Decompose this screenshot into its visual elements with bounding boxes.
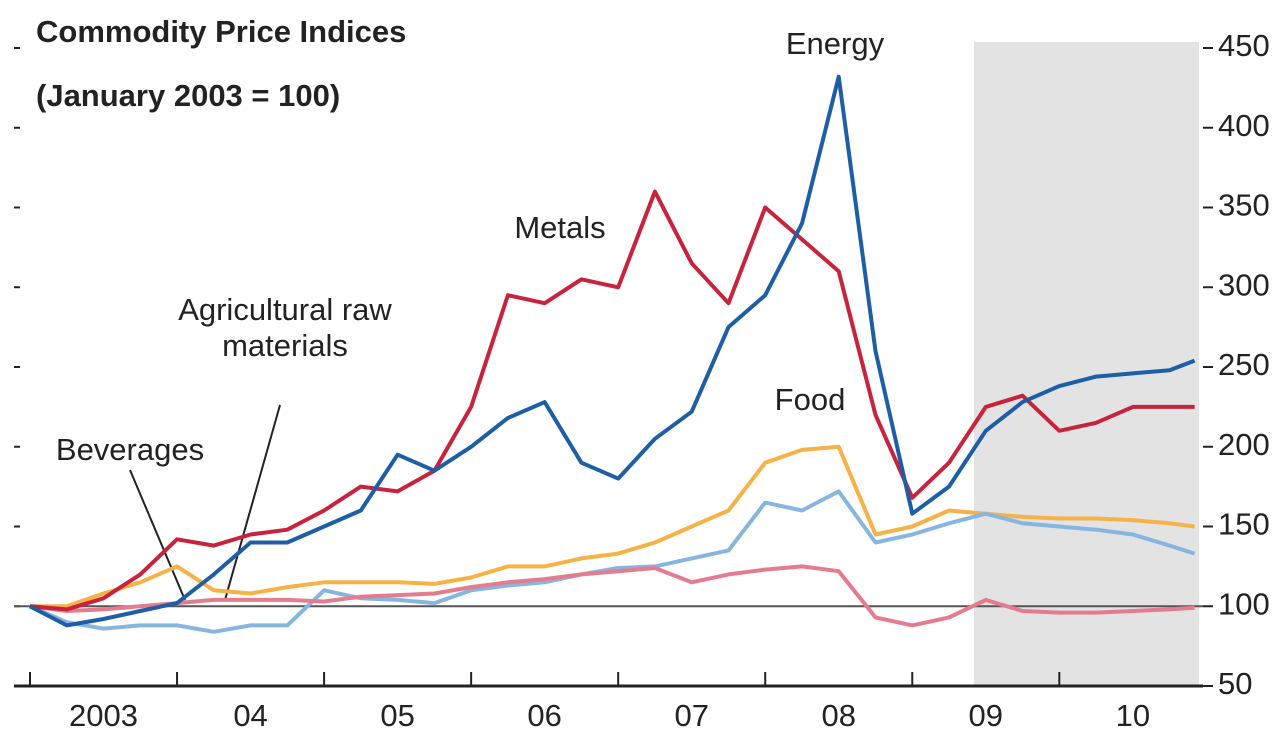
y-tick-label: 250 [1218, 347, 1270, 382]
series-label: Beverages [55, 432, 205, 467]
x-tick-label: 09 [969, 698, 1003, 733]
x-tick-label: 10 [1116, 698, 1150, 733]
series-label: Agricultural raw materials [178, 292, 392, 363]
x-tick-label: 2003 [69, 698, 138, 733]
leader-line [224, 404, 281, 601]
x-tick-label: 07 [674, 698, 708, 733]
chart-title: Commodity Price Indices [36, 14, 406, 49]
series-line [29, 489, 1196, 634]
series-line [30, 444, 1195, 609]
x-tick-label: 06 [527, 698, 561, 733]
background-layer [974, 42, 1199, 686]
series-label: Metals [514, 210, 606, 245]
x-tick-label: 08 [821, 698, 855, 733]
series-line [29, 564, 1195, 628]
series-label: Energy [785, 26, 885, 61]
x-tick-label: 04 [233, 698, 267, 733]
y-tick-label: 400 [1218, 108, 1270, 143]
y-tick-label: 150 [1218, 507, 1270, 542]
chart-subtitle: (January 2003 = 100) [36, 78, 340, 113]
series-line [29, 189, 1195, 612]
leader-line [129, 469, 186, 601]
y-tick-label: 300 [1218, 267, 1270, 302]
y-tick-label: 200 [1218, 427, 1270, 462]
x-tick-label: 05 [380, 698, 414, 733]
y-tick-label: 100 [1218, 586, 1270, 621]
shaded-region [974, 42, 1199, 686]
series-label: Food [774, 382, 846, 417]
series-line [29, 74, 1196, 628]
y-tick-label: 50 [1218, 666, 1252, 701]
y-tick-label: 450 [1218, 28, 1270, 63]
y-tick-label: 350 [1218, 188, 1270, 223]
